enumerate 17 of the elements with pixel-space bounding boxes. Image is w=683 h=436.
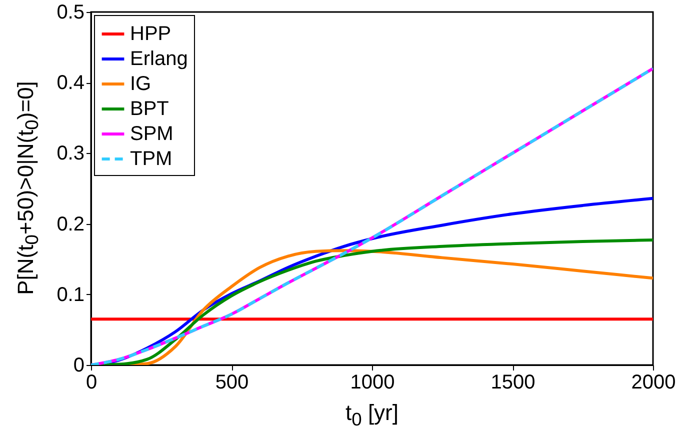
y-tick-label: 0.4 bbox=[56, 72, 84, 94]
x-tick-label: 500 bbox=[215, 372, 249, 394]
y-tick-label: 0.2 bbox=[56, 213, 84, 236]
y-tick-label: 0 bbox=[73, 354, 84, 376]
x-tick-label: 1500 bbox=[490, 372, 536, 394]
x-tick-label: 1000 bbox=[350, 372, 395, 394]
legend-label: TPM bbox=[130, 148, 172, 170]
x-axis-title: t$_{0}$ [yr] bbox=[346, 400, 398, 430]
legend-label: SPM bbox=[130, 123, 174, 145]
y-tick-label: 0.3 bbox=[56, 142, 84, 165]
y-tick-label: 0.1 bbox=[56, 284, 84, 306]
x-tick-label: 2000 bbox=[631, 372, 676, 394]
legend-label: IG bbox=[130, 73, 152, 95]
legend-label: HPP bbox=[130, 23, 172, 45]
y-tick-label: 0.5 bbox=[56, 2, 84, 24]
legend-label: Erlang bbox=[130, 48, 188, 70]
legend-label: BPT bbox=[130, 98, 169, 120]
